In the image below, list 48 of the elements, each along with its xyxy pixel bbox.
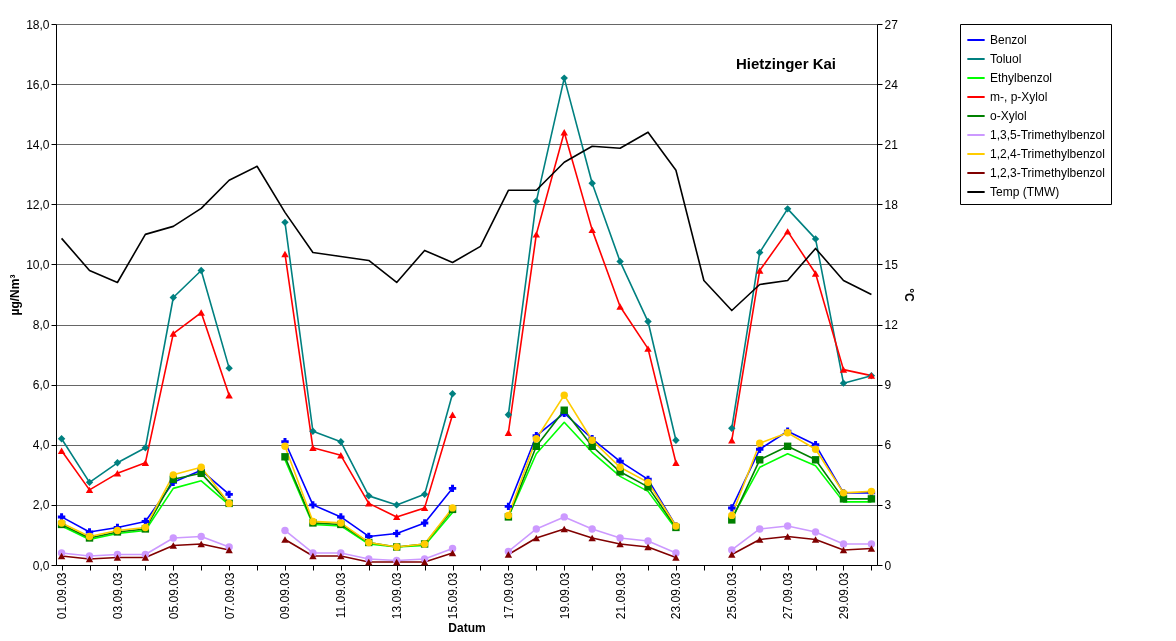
text: Hietzinger Kai <box>735 55 836 72</box>
legend-label: m-, p-Xylol <box>990 90 1048 104</box>
y-tick-label: 10,0 <box>26 257 50 272</box>
legend-label: Ethylbenzol <box>990 71 1053 85</box>
x-tick-label: 09.09.03 <box>278 572 293 620</box>
y-axis-title: µg/Nm³ <box>8 274 23 316</box>
x-tick-label: 03.09.03 <box>110 572 125 620</box>
legend-label: Benzol <box>990 33 1027 47</box>
x-tick-label: 17.09.03 <box>501 572 516 620</box>
legend-label: Temp (TMW) <box>990 185 1060 199</box>
x-tick-label: 21.09.03 <box>613 572 628 620</box>
y-tick-label: 2,0 <box>32 498 50 513</box>
x-tick-label: 23.09.03 <box>669 572 684 620</box>
x-axis-title: Datum <box>448 621 486 636</box>
x-tick-label: 01.09.03 <box>55 572 70 620</box>
y-tick-label: 16,0 <box>26 77 50 92</box>
y2-tick-label: 24 <box>884 77 899 92</box>
legend-label: o-Xylol <box>990 109 1027 123</box>
y2-tick-label: 21 <box>884 137 899 152</box>
y-tick-label: 0,0 <box>32 558 50 573</box>
y-tick-label: 8,0 <box>32 318 50 333</box>
legend-label: Toluol <box>990 52 1022 66</box>
x-tick-label: 29.09.03 <box>836 572 851 620</box>
y2-tick-label: 9 <box>884 378 892 393</box>
y-tick-label: 12,0 <box>26 197 50 212</box>
x-tick-label: 19.09.03 <box>557 572 572 620</box>
legend-label: 1,2,3-Trimethylbenzol <box>990 166 1105 180</box>
x-tick-label: 25.09.03 <box>725 572 740 620</box>
y-tick-label: 14,0 <box>26 137 50 152</box>
x-tick-label: 05.09.03 <box>166 572 181 620</box>
y2-tick-label: 12 <box>884 318 899 333</box>
x-tick-label: 11.09.03 <box>334 572 349 619</box>
y2-tick-label: 27 <box>884 17 899 32</box>
legend-label: 1,2,4-Trimethylbenzol <box>990 147 1105 161</box>
x-tick-label: 13.09.03 <box>390 572 405 620</box>
y2-tick-label: 6 <box>884 438 892 453</box>
y-tick-label: 4,0 <box>32 438 50 453</box>
y-tick-label: 18,0 <box>26 17 50 32</box>
x-tick-label: 15.09.03 <box>446 572 461 620</box>
y-tick-label: 6,0 <box>32 378 50 393</box>
y2-tick-label: 18 <box>884 197 899 212</box>
y2-tick-label: 0 <box>884 558 892 573</box>
legend-label: 1,3,5-Trimethylbenzol <box>990 128 1105 142</box>
x-tick-label: 07.09.03 <box>222 572 237 620</box>
y2-tick-label: 15 <box>884 257 899 272</box>
y2-axis-title: °C <box>901 288 916 303</box>
y2-tick-label: 3 <box>884 498 892 513</box>
x-tick-label: 27.09.03 <box>781 572 796 620</box>
